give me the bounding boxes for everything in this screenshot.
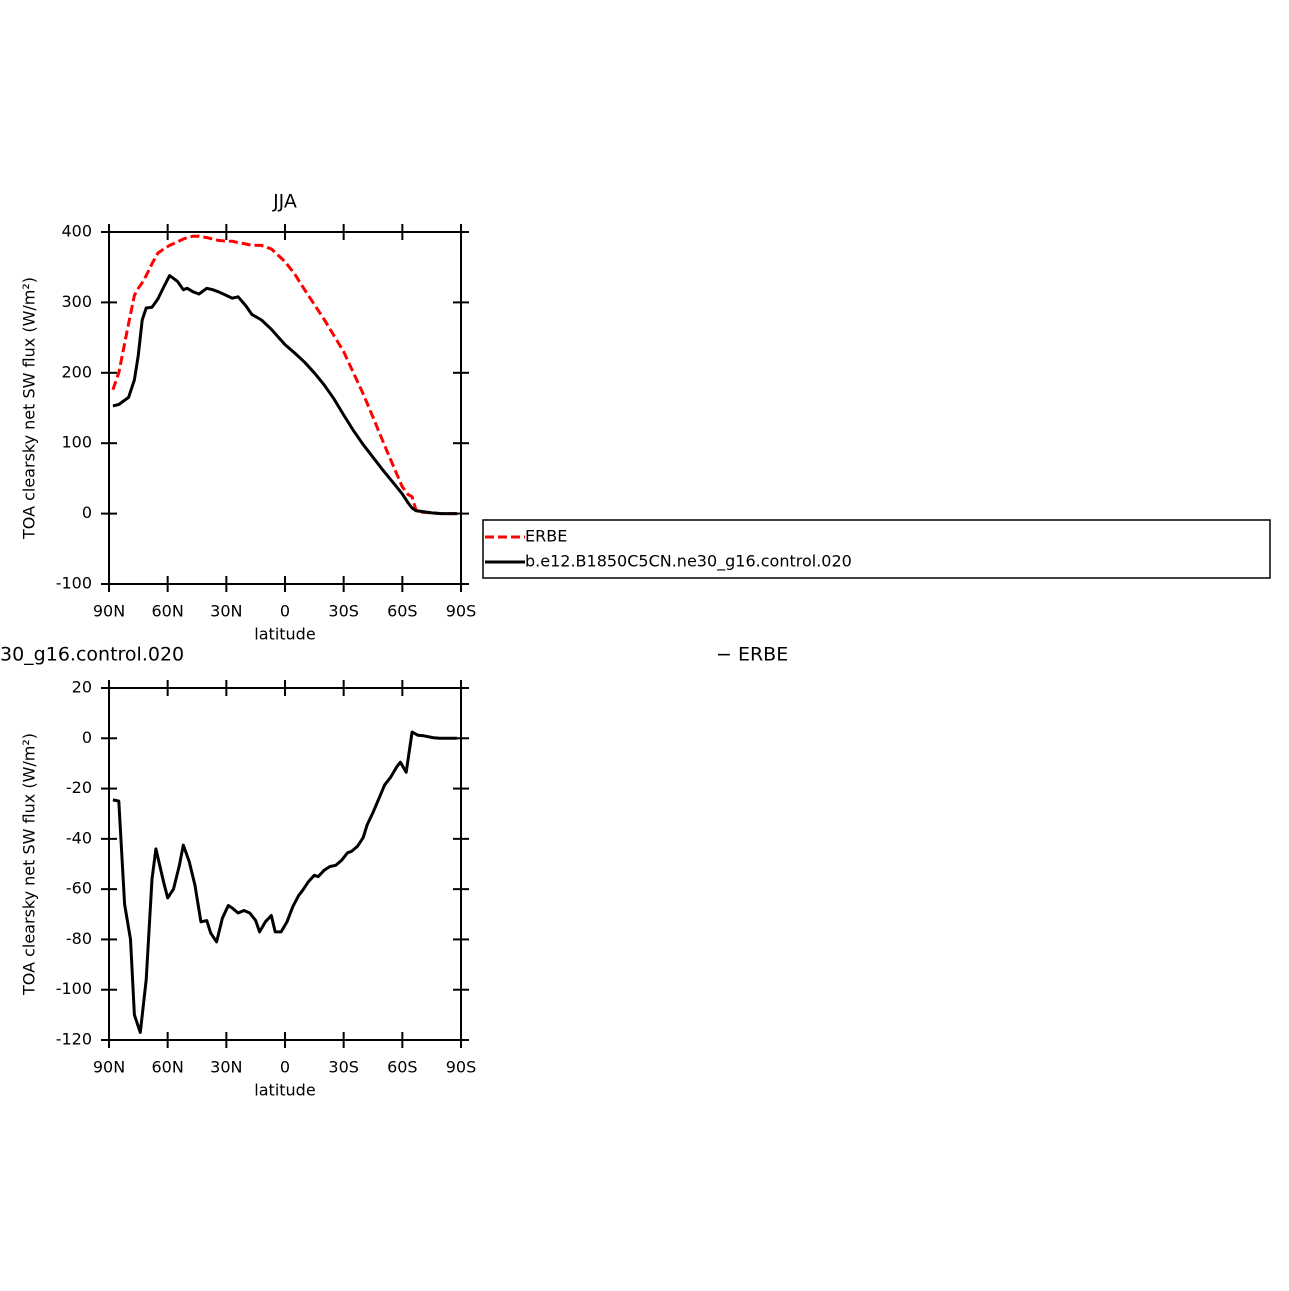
legend-box (482, 519, 1271, 579)
y-tick-label: 0 (82, 728, 92, 747)
data-line (112, 274, 458, 516)
x-tick-label: 60S (387, 602, 418, 621)
x-tick-label: 60N (152, 602, 184, 621)
x-tick-label: 90S (446, 1058, 477, 1077)
x-tick-label: 30S (328, 1058, 359, 1077)
data-line (111, 234, 458, 516)
y-tick-label: -120 (56, 1030, 92, 1049)
y-tick-label: 200 (61, 362, 92, 381)
chart-title: 30_g16.control.020 (0, 644, 184, 666)
x-tick-label: 90S (446, 602, 477, 621)
x-tick-label: 30S (328, 602, 359, 621)
x-tick-label: 90N (93, 1058, 125, 1077)
y-axis-label: TOA clearsky net SW flux (W/m²) (20, 277, 39, 540)
legend: ERBE b.e12.B1850C5CN.ne30_g16.control.020 (482, 519, 1271, 579)
x-axis-label: latitude (254, 625, 315, 644)
chart-title: − ERBE (716, 644, 788, 666)
y-tick-label: 100 (61, 433, 92, 452)
x-tick-label: 0 (280, 1058, 290, 1077)
chart-title: JJA (272, 191, 297, 213)
y-tick-label: -100 (56, 574, 92, 593)
y-axis-label: TOA clearsky net SW flux (W/m²) (20, 733, 39, 996)
plot-frame (108, 231, 462, 585)
legend-label: b.e12.B1850C5CN.ne30_g16.control.020 (525, 552, 852, 572)
y-tick-label: -20 (66, 778, 92, 797)
plot-frame (108, 687, 462, 1041)
y-tick-label: -40 (66, 828, 92, 847)
x-tick-label: 30N (210, 602, 242, 621)
x-tick-label: 90N (93, 602, 125, 621)
y-tick-label: -60 (66, 879, 92, 898)
y-tick-label: 300 (61, 292, 92, 311)
y-tick-label: 0 (82, 503, 92, 522)
x-axis-label: latitude (254, 1081, 315, 1100)
x-tick-label: 0 (280, 602, 290, 621)
data-line (112, 730, 458, 1034)
y-tick-label: -100 (56, 979, 92, 998)
y-tick-label: -80 (66, 929, 92, 948)
y-tick-label: 400 (61, 222, 92, 241)
x-tick-label: 30N (210, 1058, 242, 1077)
legend-label: ERBE (525, 527, 567, 546)
x-tick-label: 60S (387, 1058, 418, 1077)
x-tick-label: 60N (152, 1058, 184, 1077)
y-tick-label: 20 (72, 678, 92, 697)
